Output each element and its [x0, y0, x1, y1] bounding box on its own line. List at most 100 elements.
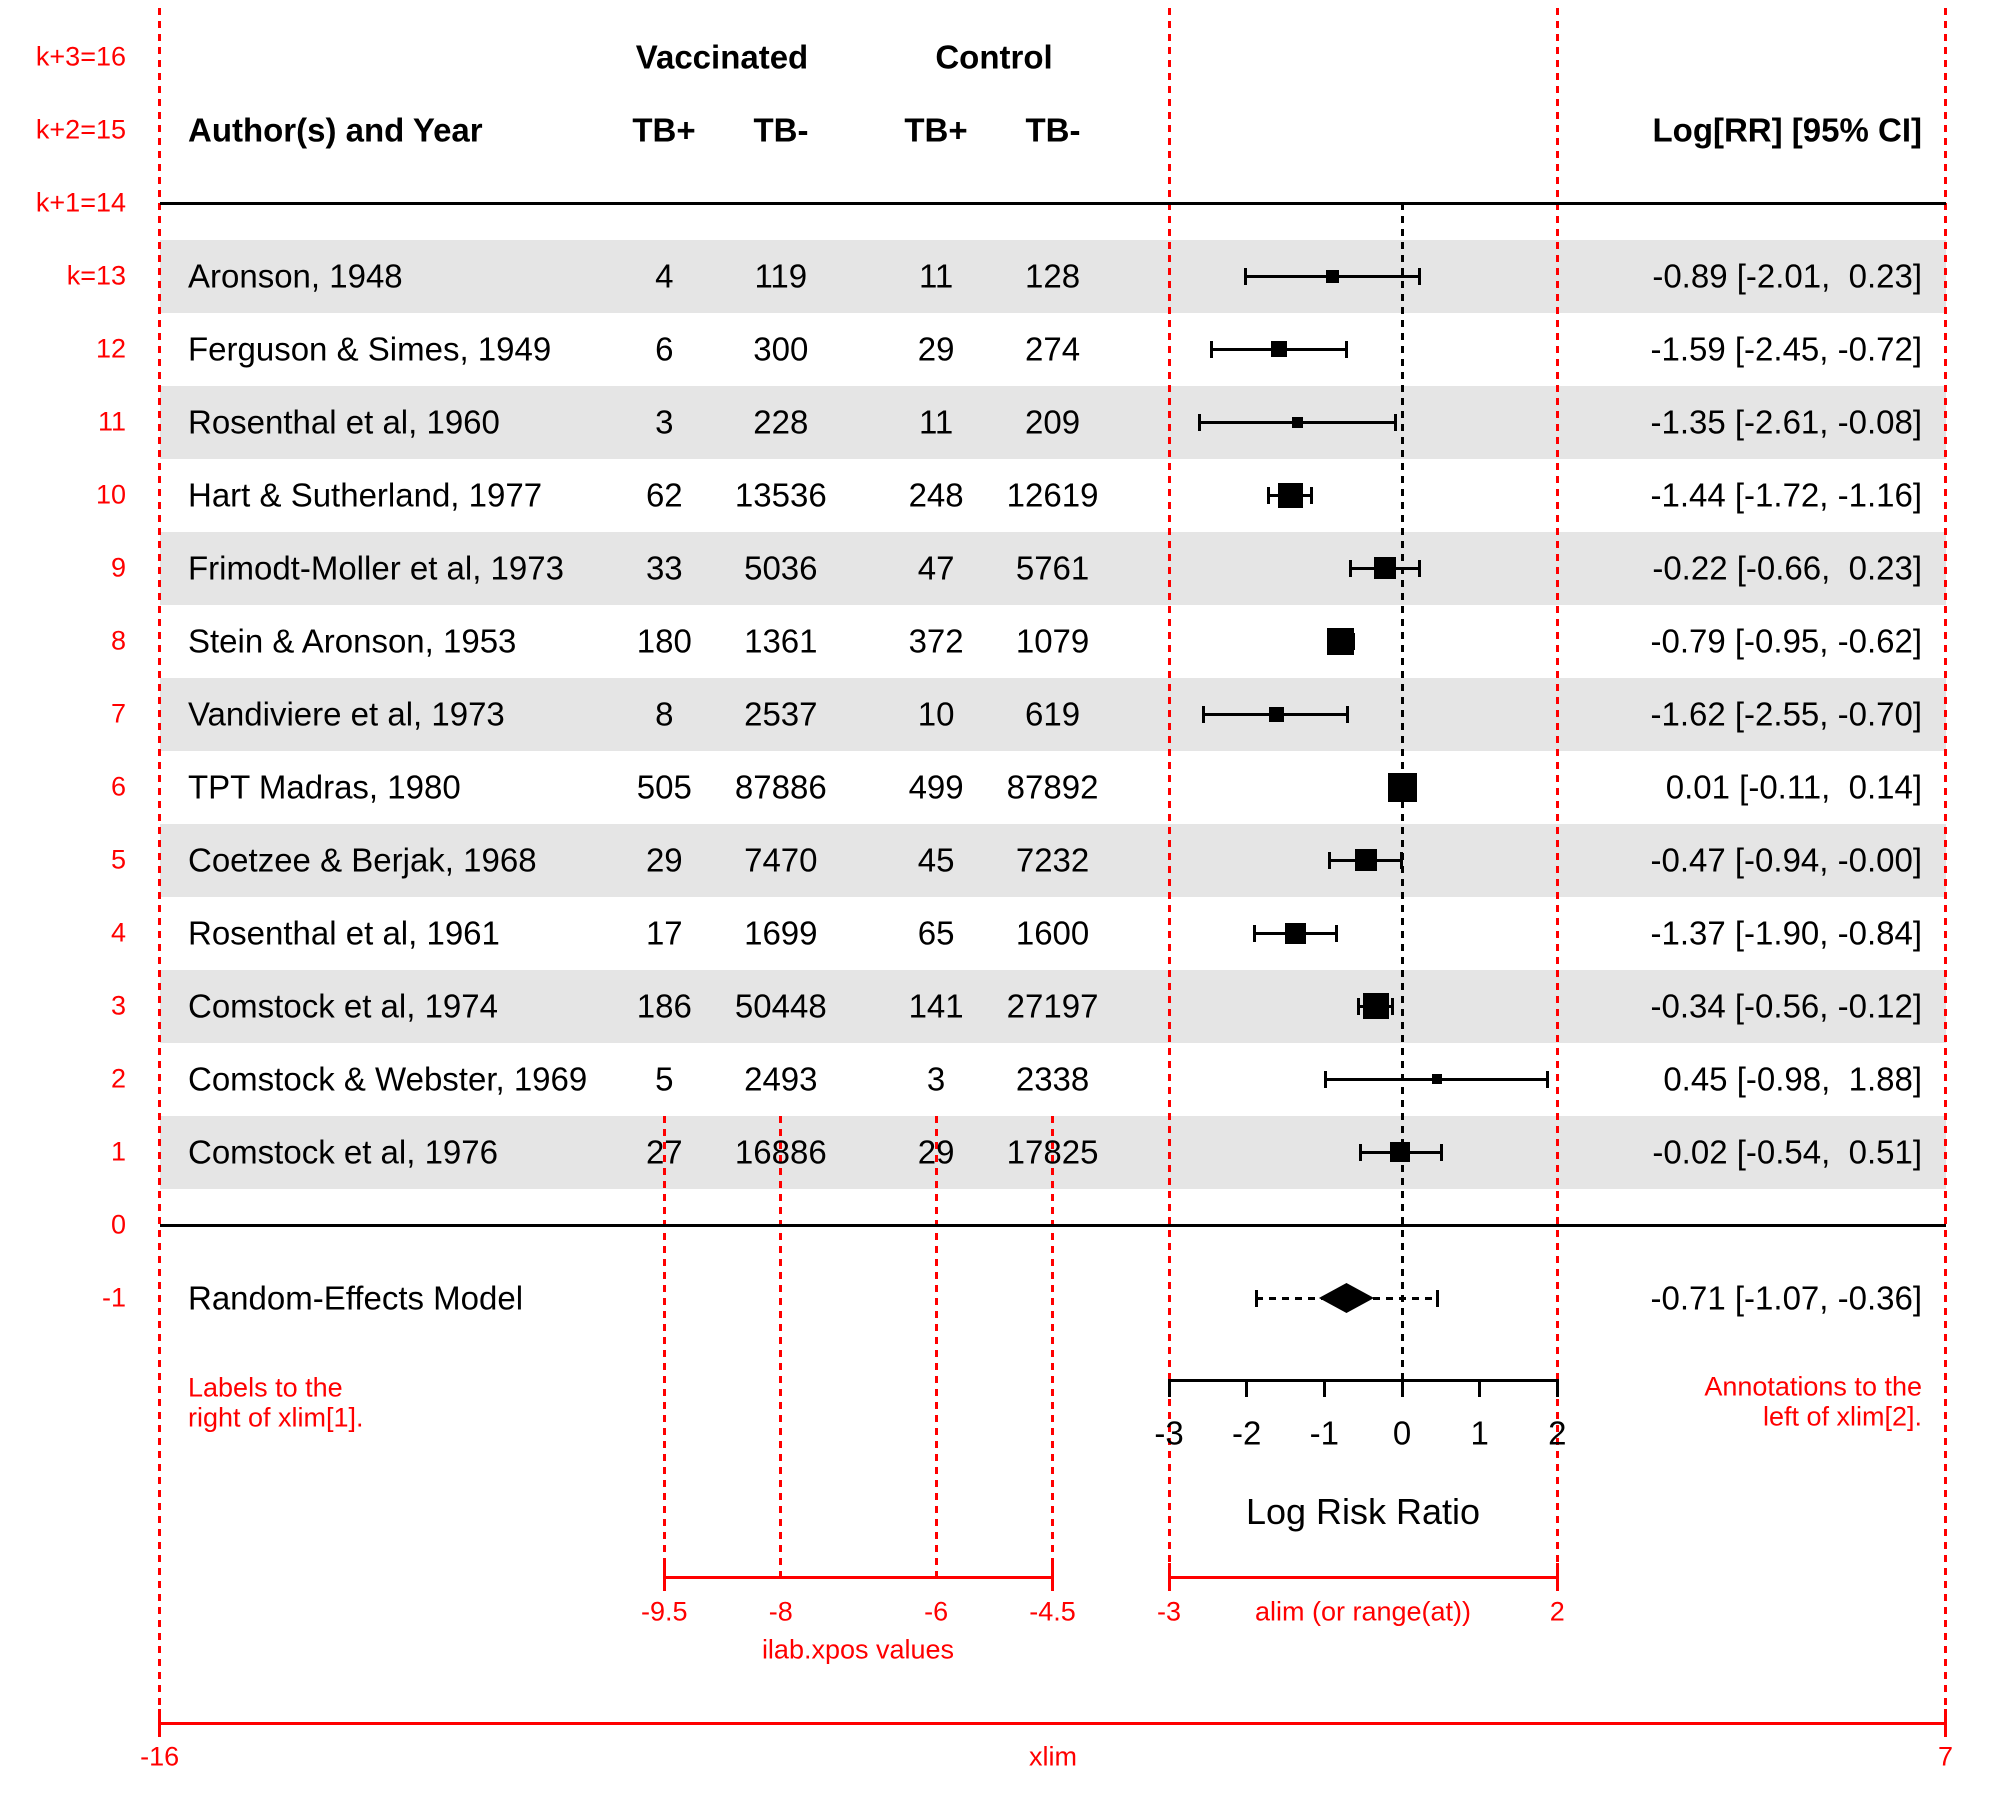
study-k-label: 1 [110, 1136, 126, 1167]
ilab-value: 65 [917, 914, 955, 952]
alim-right-guide-line [1555, 8, 1559, 1577]
ilab-value: 248 [908, 476, 964, 514]
alim-bracket [1169, 1575, 1558, 1579]
xlim-bracket-end-tick [1944, 1709, 1948, 1737]
point-estimate-square [1390, 1142, 1411, 1162]
ilab-value: 619 [1025, 695, 1081, 733]
ilab-value: 11 [918, 257, 954, 295]
row-shade-band [159, 823, 1946, 897]
ilab-value: 499 [908, 768, 964, 806]
axis-line [1167, 1378, 1559, 1382]
point-estimate-square [1326, 269, 1340, 283]
annotation-label: 0.01 [-0.11, 0.14] [1665, 768, 1922, 806]
axis-tick [1400, 1380, 1404, 1397]
study-author-label: TPT Madras, 1980 [188, 768, 461, 806]
summary-annotation-label: -0.71 [-1.07, -0.36] [1650, 1279, 1923, 1317]
alim-bracket-end-tick [1555, 1563, 1559, 1591]
axis-tick-label: -2 [1232, 1414, 1262, 1452]
study-author-label: Vandiviere et al, 1973 [188, 695, 505, 733]
annotation-label: -1.37 [-1.90, -0.84] [1650, 914, 1923, 952]
study-k-label: k=13 [66, 260, 126, 291]
ci-cap [1400, 851, 1404, 869]
ci-cap [1210, 340, 1214, 358]
ilab-value: 62 [645, 476, 683, 514]
ci-cap [1327, 851, 1331, 869]
ilab-value: 2537 [744, 695, 818, 733]
ci-cap [1244, 267, 1248, 285]
point-estimate-square [1277, 482, 1303, 508]
ci-cap [1358, 1143, 1362, 1161]
ilab-value: 27 [645, 1133, 683, 1171]
ilab-value: 6 [655, 330, 674, 368]
ci-cap [1357, 997, 1361, 1015]
alim-value-label: 2 [1549, 1596, 1565, 1627]
ilab-value: 7232 [1015, 841, 1090, 879]
annotation-label: -0.47 [-0.94, -0.00] [1650, 841, 1923, 879]
study-k-label: 9 [110, 552, 126, 583]
point-estimate-square [1285, 922, 1307, 944]
alim-bracket-end-tick [1167, 1563, 1171, 1591]
axis-tick-label: -3 [1154, 1414, 1184, 1452]
point-estimate-square [1291, 416, 1303, 428]
ilab-xpos-guide-line [934, 1116, 938, 1577]
alim-value-label: -3 [1157, 1596, 1182, 1627]
ilab-value: 27197 [1006, 987, 1099, 1025]
ilab-value: 274 [1025, 330, 1081, 368]
ilab-value: 372 [908, 622, 964, 660]
point-estimate-square [1373, 557, 1396, 579]
ilab-value: 3 [655, 403, 674, 441]
study-k-label: 7 [110, 698, 126, 729]
ilab-value: 2493 [744, 1060, 818, 1098]
col-header-tbneg-control: TB- [1025, 111, 1081, 149]
k-scale-label: k+3=16 [35, 41, 126, 72]
ilab-value: 29 [917, 330, 955, 368]
annotation-column-header: Log[RR] [95% CI] [1652, 111, 1922, 149]
col-header-tbpos-control: TB+ [904, 111, 968, 149]
ilab-value: 87892 [1006, 768, 1099, 806]
ilab-value: 7470 [744, 841, 818, 879]
annotation-label: -1.35 [-2.61, -0.08] [1650, 403, 1923, 441]
ilab-bracket-end-tick [1051, 1563, 1055, 1591]
study-author-label: Comstock et al, 1976 [188, 1133, 498, 1171]
annotation-label: -1.44 [-1.72, -1.16] [1650, 476, 1923, 514]
ci-cap [1394, 413, 1398, 431]
ilab-value: 10 [917, 695, 955, 733]
ilab-value: 33 [645, 549, 683, 587]
axis-tick [1245, 1380, 1249, 1397]
ilab-xpos-value-label: -9.5 [641, 1596, 688, 1627]
ilab-xpos-guide-line [1051, 1116, 1055, 1577]
ilab-xpos-guide-line [779, 1116, 783, 1577]
annotation-label: -0.34 [-0.56, -0.12] [1650, 987, 1923, 1025]
study-k-label: 2 [110, 1063, 126, 1094]
annotation-label: 0.45 [-0.98, 1.88] [1663, 1060, 1922, 1098]
ilab-xpos-value-label: -8 [768, 1596, 793, 1627]
ci-cap [1391, 997, 1395, 1015]
annotation-label: -0.02 [-0.54, 0.51] [1652, 1133, 1922, 1171]
prediction-interval-cap [1436, 1289, 1440, 1307]
right-note-line2: left of xlim[2]. [1762, 1401, 1922, 1432]
ilab-value: 186 [636, 987, 692, 1025]
ilab-value: 180 [636, 622, 692, 660]
ilab-xpos-guide-line [662, 1116, 666, 1577]
ilab-value: 1361 [744, 622, 818, 660]
annotation-label: -1.59 [-2.45, -0.72] [1650, 330, 1923, 368]
alim-caption: alim (or range(at)) [1254, 1596, 1472, 1627]
ilab-value: 13536 [734, 476, 827, 514]
ilab-value: 87886 [734, 768, 827, 806]
row-shade-band [159, 239, 1946, 313]
ci-cap [1440, 1143, 1444, 1161]
x-axis-title: Log Risk Ratio [1245, 1491, 1481, 1532]
study-k-label: 8 [110, 625, 126, 656]
point-estimate-square [1388, 772, 1418, 802]
ilab-value: 128 [1025, 257, 1081, 295]
ilab-value: 5036 [744, 549, 818, 587]
annotation-label: -0.22 [-0.66, 0.23] [1652, 549, 1922, 587]
ilab-value: 119 [754, 257, 808, 295]
annotation-label: -0.79 [-0.95, -0.62] [1650, 622, 1923, 660]
axis-tick-label: 2 [1548, 1414, 1567, 1452]
summary-k-label: -1 [101, 1282, 126, 1313]
col-header-tbneg-vaccinated: TB- [753, 111, 809, 149]
ci-cap [1324, 1070, 1328, 1088]
ci-cap [1202, 705, 1206, 723]
group-header-control: Control [935, 38, 1053, 76]
